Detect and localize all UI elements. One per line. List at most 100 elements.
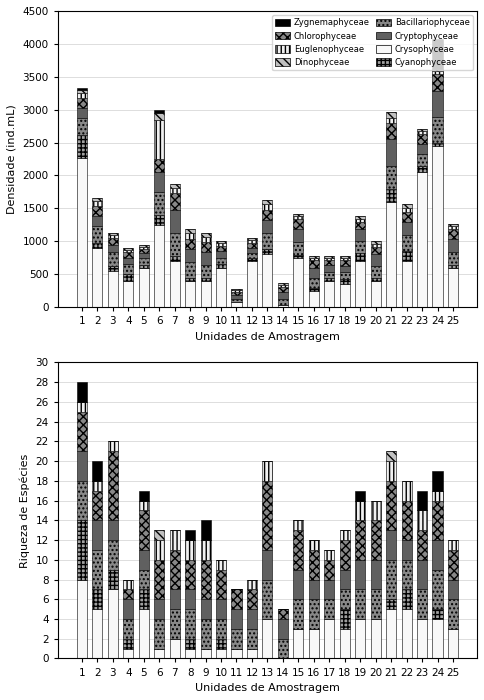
Bar <box>200 649 211 659</box>
Bar <box>123 619 133 638</box>
Bar <box>92 481 102 491</box>
Bar <box>77 88 87 90</box>
Bar <box>402 251 411 261</box>
Bar <box>77 108 87 118</box>
Bar <box>402 560 411 589</box>
Bar <box>247 240 257 243</box>
Bar <box>77 134 87 158</box>
Bar <box>386 560 396 599</box>
Bar <box>293 214 303 216</box>
Bar <box>108 244 118 253</box>
Bar <box>92 206 102 216</box>
Bar <box>386 188 396 202</box>
Bar <box>154 225 164 307</box>
Bar <box>92 243 102 248</box>
Bar <box>169 193 180 210</box>
Bar <box>77 481 87 520</box>
Bar <box>402 609 411 659</box>
Bar <box>262 249 272 254</box>
Bar <box>123 638 133 649</box>
Bar <box>433 619 442 659</box>
Bar <box>324 560 334 580</box>
Bar <box>92 520 102 550</box>
Bar <box>371 520 381 560</box>
Bar <box>231 609 242 629</box>
Bar <box>293 629 303 659</box>
Bar <box>200 233 211 237</box>
Bar <box>216 560 226 570</box>
Bar <box>169 530 180 550</box>
Bar <box>185 530 195 540</box>
Bar <box>169 188 180 193</box>
Bar <box>200 265 211 278</box>
Bar <box>123 649 133 659</box>
Bar <box>231 288 242 290</box>
Bar <box>355 241 365 253</box>
Y-axis label: Densidade (ind.mL): Densidade (ind.mL) <box>7 104 17 214</box>
Bar <box>324 619 334 659</box>
Bar <box>386 481 396 530</box>
Bar <box>123 599 133 619</box>
Bar <box>340 258 350 260</box>
Bar <box>77 520 87 580</box>
Bar <box>340 284 350 307</box>
Bar <box>216 638 226 649</box>
Bar <box>448 267 458 307</box>
Bar <box>247 580 257 589</box>
Bar <box>433 39 442 69</box>
Bar <box>402 211 411 221</box>
Y-axis label: Riqueza de Espécies: Riqueza de Espécies <box>19 454 30 568</box>
Bar <box>262 461 272 481</box>
Bar <box>262 210 272 220</box>
Bar <box>139 253 149 258</box>
Bar <box>108 265 118 271</box>
Bar <box>417 132 427 134</box>
Bar <box>417 166 427 172</box>
Bar <box>247 609 257 629</box>
Bar <box>402 208 411 211</box>
Bar <box>402 221 411 234</box>
Bar <box>433 71 442 74</box>
Bar <box>386 112 396 118</box>
Bar <box>433 69 442 71</box>
Bar <box>340 540 350 570</box>
Bar <box>139 589 149 609</box>
Bar <box>309 290 319 307</box>
X-axis label: Unidades de Amostragem: Unidades de Amostragem <box>195 332 340 342</box>
Bar <box>154 540 164 560</box>
Bar <box>216 619 226 638</box>
Bar <box>247 253 257 258</box>
Bar <box>340 260 350 265</box>
Bar <box>262 200 272 204</box>
Bar <box>139 609 149 659</box>
Bar <box>139 249 149 253</box>
Bar <box>371 241 381 244</box>
Bar <box>139 247 149 249</box>
Bar <box>371 281 381 307</box>
Bar <box>200 560 211 599</box>
Bar <box>355 589 365 619</box>
Bar <box>123 248 133 250</box>
Bar <box>247 258 257 261</box>
Bar <box>92 216 102 226</box>
Bar <box>77 452 87 481</box>
Bar <box>262 580 272 619</box>
Bar <box>417 129 427 132</box>
Bar <box>92 248 102 307</box>
Bar <box>231 298 242 302</box>
Bar <box>169 232 180 256</box>
Bar <box>355 261 365 307</box>
Bar <box>262 550 272 580</box>
Bar <box>123 253 133 258</box>
Bar <box>448 550 458 580</box>
Bar <box>355 520 365 560</box>
Bar <box>108 441 118 452</box>
Bar <box>185 589 195 609</box>
Bar <box>216 265 226 267</box>
Bar <box>77 382 87 402</box>
Bar <box>77 118 87 134</box>
Bar <box>262 232 272 249</box>
Bar <box>448 629 458 659</box>
Bar <box>77 93 87 99</box>
Bar <box>309 629 319 659</box>
